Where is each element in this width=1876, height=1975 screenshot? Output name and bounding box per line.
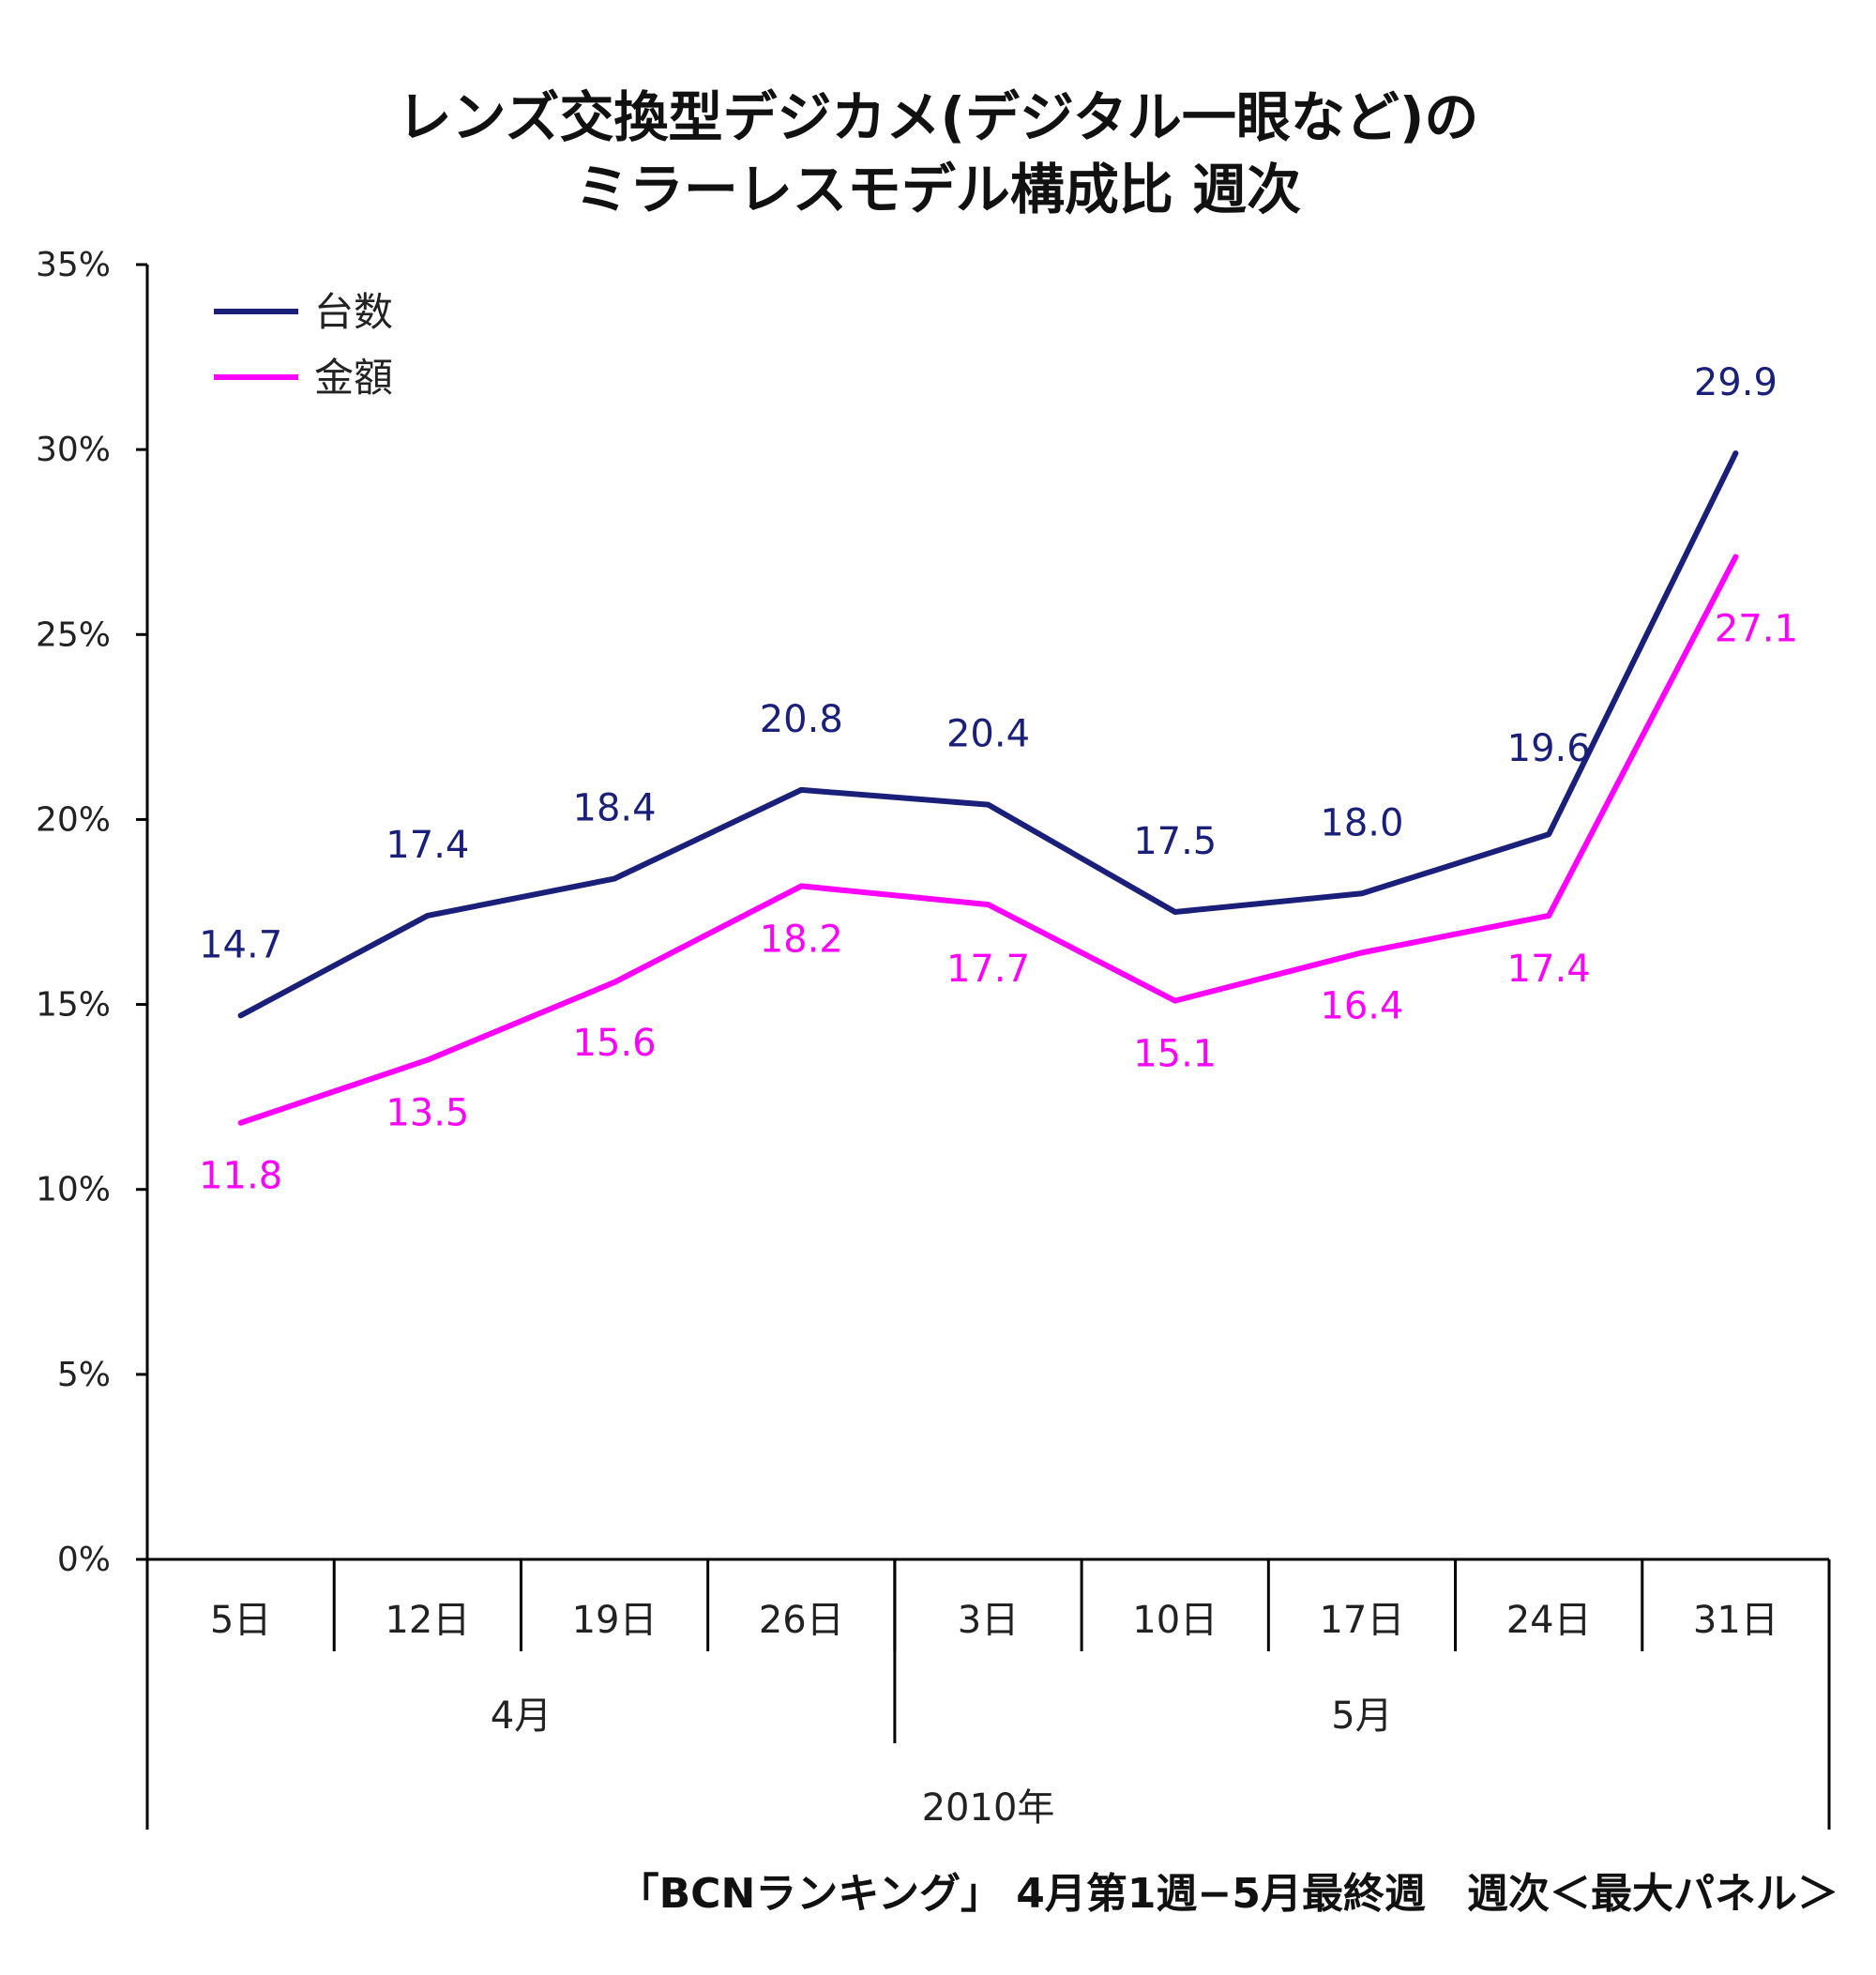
data-label: 17.5: [1133, 820, 1217, 863]
data-label: 13.5: [386, 1092, 469, 1135]
y-tick-label: 20%: [36, 800, 111, 839]
data-label: 18.4: [573, 787, 657, 830]
x-month-label: 5月: [1331, 1694, 1392, 1738]
data-label: 15.6: [573, 1022, 657, 1065]
x-tick-label: 10日: [1132, 1599, 1218, 1642]
y-tick-label: 0%: [57, 1541, 111, 1579]
data-label: 17.7: [946, 948, 1030, 991]
x-tick-label: 5日: [210, 1599, 271, 1642]
data-label: 11.8: [199, 1155, 282, 1198]
x-month-label: 4月: [491, 1694, 552, 1738]
legend-label-1: 台数: [314, 289, 393, 335]
data-label: 20.4: [946, 713, 1030, 756]
data-label: 29.9: [1694, 361, 1778, 404]
data-label: 17.4: [1507, 948, 1591, 991]
x-tick-label: 17日: [1319, 1599, 1404, 1642]
x-tick-label: 12日: [385, 1599, 470, 1642]
source-note: 「BCNランキング」 4月第1週−5月最終週 週次＜最大パネル＞: [617, 1870, 1838, 1918]
data-label: 20.8: [760, 698, 843, 741]
series-line-1: [237, 450, 1739, 1019]
y-tick-label: 30%: [36, 431, 111, 469]
data-label: 18.2: [760, 918, 843, 961]
y-tick-label: 15%: [36, 986, 111, 1025]
x-year-label: 2010年: [922, 1786, 1055, 1830]
legend-label-2: 金額: [314, 355, 393, 401]
data-label: 18.0: [1320, 801, 1403, 844]
data-label: 19.6: [1507, 727, 1591, 770]
data-label: 14.7: [199, 923, 282, 966]
chart-title-line-2: ミラーレスモデル構成比 週次: [574, 158, 1302, 221]
series-line-2: [237, 554, 1739, 1126]
data-label: 15.1: [1133, 1033, 1217, 1076]
x-tick-label: 3日: [958, 1599, 1019, 1642]
data-label: 16.4: [1320, 984, 1403, 1027]
data-label: 17.4: [386, 824, 469, 867]
y-tick-label: 10%: [36, 1171, 111, 1209]
y-tick-label: 35%: [36, 246, 111, 284]
chart-title-line-1: レンズ交換型デジカメ(デジタル一眼など)の: [397, 85, 1479, 149]
y-tick-label: 25%: [36, 615, 111, 654]
x-tick-label: 26日: [759, 1599, 844, 1642]
y-tick-label: 5%: [57, 1356, 111, 1394]
x-tick-label: 24日: [1506, 1599, 1592, 1642]
line-chart: 0% 5% 10% 15% 20% 25% 30% 35% 5日 12日 19日 26日 3日 10日 17…: [36, 246, 1831, 1830]
x-tick-label: 31日: [1693, 1599, 1778, 1642]
x-tick-label: 19日: [572, 1599, 658, 1642]
data-label: 27.1: [1715, 607, 1798, 650]
